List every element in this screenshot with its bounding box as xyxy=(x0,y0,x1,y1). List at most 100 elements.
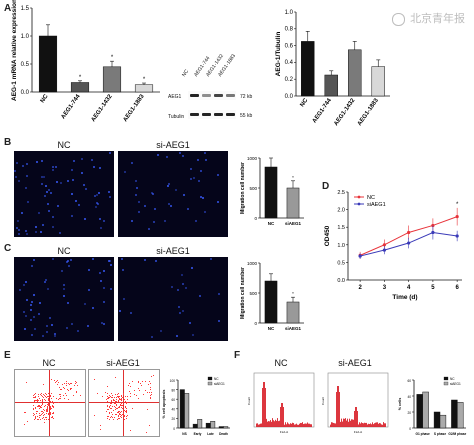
cell-nucleus-dot xyxy=(92,306,95,309)
cell-nucleus-dot xyxy=(37,212,40,215)
event-dot xyxy=(123,392,125,394)
event-dot xyxy=(113,396,115,398)
legend-swatch xyxy=(443,376,449,381)
micrograph-c-nc xyxy=(14,257,114,341)
chart-f-cellcycle: 0 20 40 60 % cells G1 phase S phase G2/M phase N… xyxy=(398,376,466,436)
event-dot xyxy=(46,394,48,396)
histogram-bar xyxy=(348,421,349,427)
histogram-bar xyxy=(308,423,309,427)
event-dot xyxy=(125,410,127,412)
x-tick-label: AEG1-1432 xyxy=(333,97,356,127)
event-dot xyxy=(52,403,54,405)
event-dot xyxy=(116,396,118,398)
event-dot xyxy=(43,421,45,423)
cell-nucleus-dot xyxy=(183,193,186,196)
cell-nucleus-dot xyxy=(170,205,173,208)
event-dot xyxy=(129,390,131,392)
event-dot xyxy=(99,428,101,430)
event-dot xyxy=(53,395,55,397)
event-dot xyxy=(141,380,143,382)
event-dot xyxy=(141,384,143,386)
event-dot xyxy=(56,398,58,400)
cell-nucleus-dot xyxy=(66,302,69,305)
bar xyxy=(416,394,423,429)
event-dot xyxy=(46,417,48,419)
event-dot xyxy=(36,400,38,402)
cell-nucleus-dot xyxy=(59,232,62,235)
cell-nucleus-dot xyxy=(84,303,87,306)
event-dot xyxy=(46,403,48,405)
histogram-bar xyxy=(307,422,308,427)
event-dot xyxy=(146,409,148,411)
cell-nucleus-dot xyxy=(217,292,220,295)
histogram-bar xyxy=(363,423,364,427)
event-dot xyxy=(68,399,69,401)
event-dot xyxy=(47,413,49,415)
cell-nucleus-dot xyxy=(48,209,51,212)
event-dot xyxy=(50,408,52,410)
panel-letter-c: C xyxy=(4,243,12,254)
event-dot xyxy=(71,388,73,390)
event-dot xyxy=(44,405,46,407)
histogram-bar xyxy=(378,423,379,427)
data-point xyxy=(455,234,459,238)
event-dot xyxy=(48,403,50,405)
y-axis-label: AEG-1 mRNA relative expression xyxy=(11,0,18,101)
data-point xyxy=(382,248,386,252)
histogram-bar xyxy=(260,423,261,427)
event-dot xyxy=(39,399,41,401)
event-dot xyxy=(64,388,66,389)
cell-nucleus-dot xyxy=(14,169,17,172)
cell-nucleus-dot xyxy=(99,279,102,282)
histogram-bar xyxy=(342,421,343,427)
cell-nucleus-dot xyxy=(82,184,85,187)
histogram-bar xyxy=(276,420,277,427)
cell-nucleus-dot xyxy=(90,158,93,161)
x-tick-label: S phase xyxy=(434,432,446,436)
cell-nucleus-dot xyxy=(138,210,141,213)
event-dot xyxy=(33,393,35,395)
event-dot xyxy=(35,406,37,408)
event-dot xyxy=(44,404,46,406)
event-dot xyxy=(35,416,37,418)
event-dot xyxy=(37,393,39,395)
cell-nucleus-dot xyxy=(51,168,54,171)
event-dot xyxy=(133,389,135,391)
event-dot xyxy=(122,414,124,416)
y-tick-label: 0.0 xyxy=(337,278,345,284)
event-dot xyxy=(68,390,70,392)
cell-nucleus-dot xyxy=(54,333,57,336)
event-dot xyxy=(116,408,118,410)
cell-nucleus-dot xyxy=(199,294,202,297)
event-dot xyxy=(76,392,78,394)
event-dot xyxy=(44,419,46,421)
cell-nucleus-dot xyxy=(217,200,220,203)
cell-nucleus-dot xyxy=(25,315,28,318)
cell-nucleus-dot xyxy=(96,201,99,204)
y-tick-label: 0 xyxy=(409,427,411,431)
cell-nucleus-dot xyxy=(81,157,84,160)
event-dot xyxy=(37,394,39,396)
cell-nucleus-dot xyxy=(63,287,66,290)
cell-nucleus-dot xyxy=(71,168,74,171)
histogram-bar xyxy=(333,422,334,427)
cycle-histogram-si: FL2-A Count xyxy=(321,372,389,434)
event-dot xyxy=(51,415,53,417)
cell-nucleus-dot xyxy=(71,192,74,195)
event-dot xyxy=(76,391,78,393)
histogram-x-label: FL2-A xyxy=(354,430,362,434)
event-dot xyxy=(144,390,146,392)
event-dot xyxy=(38,395,40,397)
x-tick-label: Death xyxy=(219,432,228,436)
cell-nucleus-dot xyxy=(17,233,20,236)
event-dot xyxy=(112,418,114,420)
event-dot xyxy=(113,399,115,401)
event-dot xyxy=(36,405,38,407)
x-tick-label: AEG1-1883 xyxy=(357,97,380,127)
event-dot xyxy=(140,383,142,385)
event-dot xyxy=(136,394,138,396)
event-dot xyxy=(46,418,48,420)
y-tick-label: 0 xyxy=(254,216,257,221)
histogram-bar xyxy=(332,422,333,427)
cycle-si-label: si-AEG1 xyxy=(338,358,372,368)
